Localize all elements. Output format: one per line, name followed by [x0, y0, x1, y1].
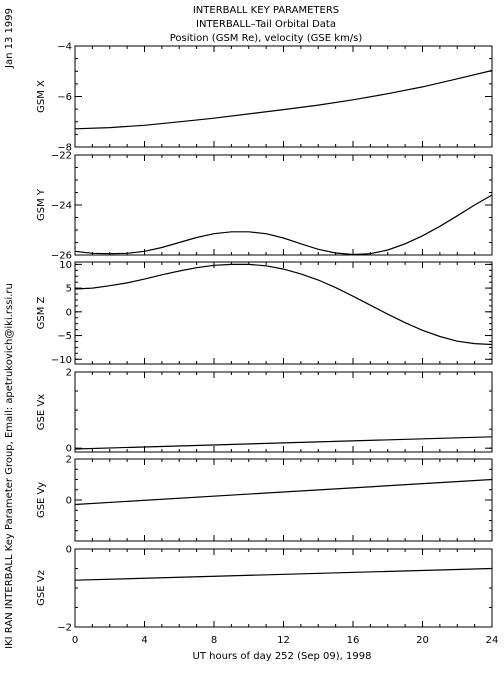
y-axis-label: GSM X	[36, 80, 47, 113]
x-tick-label: 4	[141, 635, 147, 646]
y-tick-label: 0	[66, 545, 72, 556]
y-tick-label: −10	[51, 355, 72, 366]
series-line	[74, 263, 493, 346]
y-axis-label: GSM Y	[36, 188, 47, 221]
y-axis-label: GSE Vz	[36, 570, 47, 606]
credit-line: IKI RAN INTERBALL Key Parameter Group, E…	[4, 283, 15, 649]
y-axis-label: GSE Vy	[36, 482, 47, 518]
x-tick-label: 20	[416, 635, 429, 646]
y-axis-label: GSM Z	[36, 296, 47, 329]
panel-frame	[74, 261, 493, 365]
title-line-1: INTERBALL KEY PARAMETERS	[193, 5, 339, 16]
series-line	[74, 478, 493, 506]
y-tick-label: 0	[66, 307, 72, 318]
y-tick-label: 5	[66, 284, 72, 295]
y-tick-label: 0	[66, 444, 72, 455]
y-tick-label: −4	[57, 42, 72, 53]
x-tick-label: 8	[211, 635, 217, 646]
series-line	[74, 69, 493, 130]
x-tick-label: 16	[347, 635, 360, 646]
x-tick-label: 24	[486, 635, 499, 646]
y-tick-label: −5	[57, 331, 72, 342]
y-tick-label: −24	[51, 201, 72, 212]
y-tick-label: −2	[57, 623, 72, 634]
panel-frame	[74, 371, 493, 453]
y-tick-label: 2	[66, 455, 72, 466]
panel-frame	[74, 154, 493, 256]
series-line	[74, 194, 493, 256]
panel-frame	[74, 458, 493, 542]
y-axis-label: GSE Vx	[36, 394, 47, 430]
series-line	[74, 567, 493, 581]
panel-frame	[74, 45, 493, 148]
y-tick-label: 10	[59, 260, 72, 271]
panel-frame	[74, 548, 493, 628]
y-tick-label: 0	[66, 496, 72, 507]
y-tick-label: −22	[51, 151, 72, 162]
series-line	[74, 436, 493, 450]
y-tick-label: −6	[57, 92, 72, 103]
date-stamp: Jan 13 1999	[4, 8, 15, 69]
x-tick-label: 0	[72, 635, 78, 646]
y-tick-label: −26	[51, 251, 72, 262]
title-line-2: INTERBALL–Tail Orbital Data	[196, 19, 336, 30]
title-line-3: Position (GSM Re), velocity (GSE km/s)	[170, 33, 363, 44]
y-tick-label: 2	[66, 368, 72, 379]
x-tick-label: 12	[277, 635, 290, 646]
x-axis-label: UT hours of day 252 (Sep 09), 1998	[193, 651, 372, 662]
y-tick-label: −8	[57, 143, 72, 154]
